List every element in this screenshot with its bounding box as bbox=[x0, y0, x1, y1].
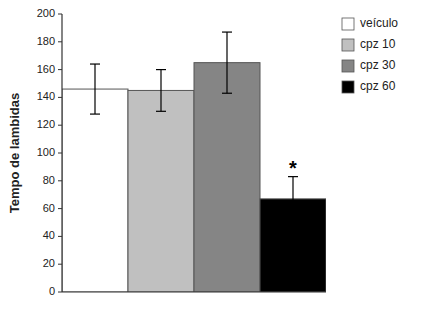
error-line bbox=[94, 64, 95, 114]
y-tick bbox=[58, 97, 62, 98]
error-cap bbox=[90, 113, 100, 114]
legend-label: cpz 30 bbox=[360, 58, 396, 72]
bar bbox=[194, 63, 260, 292]
y-tick bbox=[58, 208, 62, 209]
axes: 0 20 40 60 80 100 120 140 160 180 200 bbox=[37, 7, 326, 297]
y-tick-label: 140 bbox=[37, 90, 55, 102]
error-bar bbox=[288, 177, 298, 221]
legend-swatch bbox=[342, 18, 354, 30]
annotation: * bbox=[289, 157, 297, 179]
chart-container: 0 20 40 60 80 100 120 140 160 180 200 Tempo de lamb… bbox=[0, 0, 447, 309]
y-tick-label: 100 bbox=[37, 146, 55, 158]
error-cap bbox=[90, 63, 100, 64]
y-tick bbox=[58, 236, 62, 237]
error-cap bbox=[156, 69, 166, 70]
error-line bbox=[160, 70, 161, 112]
error-cap bbox=[156, 111, 166, 112]
y-tick bbox=[58, 14, 62, 15]
error-line bbox=[226, 32, 227, 93]
y-tick bbox=[58, 180, 62, 181]
legend-swatch bbox=[342, 81, 354, 93]
legend-swatch bbox=[342, 39, 354, 51]
y-tick bbox=[58, 292, 62, 293]
bar bbox=[62, 89, 128, 292]
y-tick-label: 80 bbox=[43, 174, 55, 186]
legend-label: cpz 10 bbox=[360, 37, 396, 51]
bar bbox=[128, 90, 194, 292]
y-tick-label: 180 bbox=[37, 35, 55, 47]
error-line bbox=[292, 177, 293, 221]
y-axis-label: Tempo de lambidas bbox=[7, 93, 22, 213]
x-axis-line bbox=[62, 291, 326, 292]
legend-label: cpz 60 bbox=[360, 79, 396, 93]
legend-swatch bbox=[342, 60, 354, 72]
y-tick-label: 20 bbox=[43, 257, 55, 269]
error-bar bbox=[90, 64, 100, 114]
error-cap bbox=[222, 93, 232, 94]
error-bar bbox=[156, 70, 166, 112]
error-cap bbox=[222, 31, 232, 32]
y-tick-label: 200 bbox=[37, 7, 55, 19]
bars bbox=[62, 32, 326, 292]
y-tick bbox=[58, 125, 62, 126]
y-tick bbox=[58, 264, 62, 265]
error-cap bbox=[288, 221, 298, 222]
y-tick-label: 160 bbox=[37, 63, 55, 75]
y-tick bbox=[58, 153, 62, 154]
chart-svg: 0 20 40 60 80 100 120 140 160 180 200 Tempo de lamb… bbox=[0, 0, 447, 309]
legend: veículo cpz 10 cpz 30 cpz 60 bbox=[342, 16, 398, 93]
legend-label: veículo bbox=[360, 16, 398, 30]
error-bar bbox=[222, 32, 232, 93]
y-tick-label: 0 bbox=[49, 285, 55, 297]
y-tick-label: 120 bbox=[37, 118, 55, 130]
y-tick bbox=[58, 69, 62, 70]
y-tick bbox=[58, 41, 62, 42]
y-tick-label: 60 bbox=[43, 202, 55, 214]
y-tick-label: 40 bbox=[43, 229, 55, 241]
